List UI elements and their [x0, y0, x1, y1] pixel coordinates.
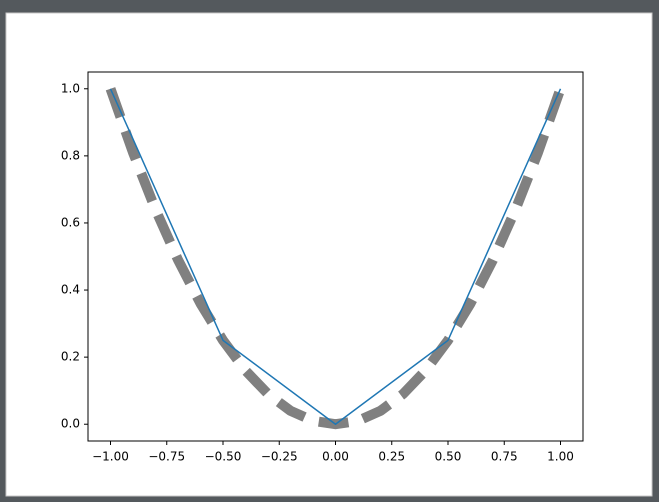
x-tick-label: 0.50 [435, 450, 462, 464]
y-tick-label: 0.0 [61, 417, 80, 431]
x-tick-label: 0.75 [491, 450, 518, 464]
x-tick-label: −0.75 [148, 450, 185, 464]
x-tick-label: 0.25 [378, 450, 405, 464]
x-tick-label: 0.00 [322, 450, 349, 464]
y-tick-label: 1.0 [61, 81, 80, 95]
x-tick-label: 1.00 [547, 450, 574, 464]
x-tick-label: −0.50 [205, 450, 242, 464]
y-tick-label: 0.8 [61, 148, 80, 162]
y-tick-label: 0.2 [61, 350, 80, 364]
x-tick-label: −0.25 [261, 450, 298, 464]
series-line [109, 88, 562, 425]
y-tick-label: 0.6 [61, 215, 80, 229]
y-tick-label: 0.4 [61, 283, 80, 297]
plot-area [105, 87, 566, 430]
x-tick-label: −1.00 [92, 450, 129, 464]
